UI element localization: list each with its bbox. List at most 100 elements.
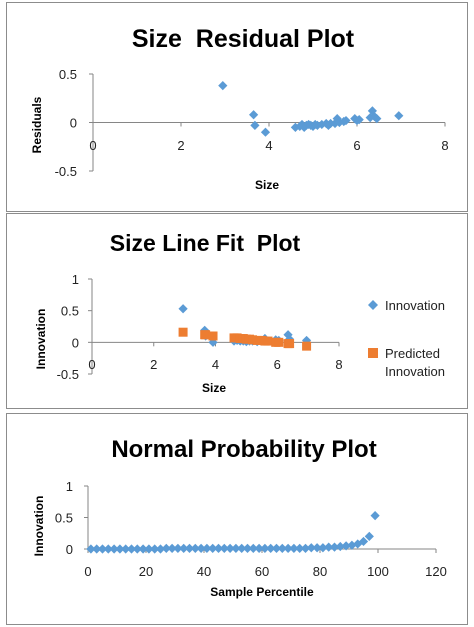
residual-point — [290, 122, 300, 132]
line-fit-plot-ylabel: Innovation — [34, 309, 48, 370]
line-fit-point-predicted — [274, 337, 284, 347]
residual-x-tick-label: 2 — [177, 138, 184, 153]
normal-probability-point — [138, 544, 148, 554]
normal-probability-point — [109, 544, 119, 554]
line-fit-y-tick-label: 0 — [72, 335, 79, 350]
residual-plot-svg: Size Residual Plot Size Residuals 0 2 4 6 80… — [30, 25, 449, 192]
legend-predicted-label-line1: Predicted — [385, 346, 440, 361]
normal-probability-plot-panel: Normal Probability Plot Sample Percentil… — [6, 413, 468, 625]
normal-probability-point — [370, 511, 380, 521]
line-fit-y-tick-label: 0.5 — [61, 304, 79, 319]
normal-probability-point — [86, 544, 96, 554]
residual-x-tick-label: 4 — [265, 138, 272, 153]
normal-probability-point — [283, 543, 293, 553]
normal-probability-point — [184, 543, 195, 553]
residual-point — [367, 106, 377, 116]
line-fit-x-tick-label: 6 — [274, 357, 281, 372]
normal-probability-y-tick-label: 0 — [66, 542, 73, 557]
line-fit-point-predicted — [248, 335, 258, 345]
line-fit-point — [283, 330, 293, 340]
normal-probability-y-tick-label: 0.5 — [55, 511, 73, 526]
residual-point — [317, 119, 327, 130]
normal-probability-point — [121, 544, 131, 554]
normal-probability-point — [237, 543, 247, 553]
line-fit-point-predicted — [201, 330, 211, 340]
line-fit-point-predicted — [178, 327, 188, 337]
normal-probability-plot-ylabel: Innovation — [32, 496, 46, 557]
line-fit-plot-xlabel: Size — [202, 381, 226, 395]
line-fit-y-tick-label: 1 — [72, 272, 79, 287]
line-fit-y-tick-label: -0.5 — [57, 367, 79, 382]
residual-point — [218, 81, 228, 91]
residual-point — [312, 120, 322, 131]
normal-probability-x-tick-label: 40 — [197, 564, 211, 579]
normal-probability-point — [202, 543, 212, 553]
normal-probability-point — [312, 543, 322, 553]
residual-y-tick-label: 0 — [70, 116, 77, 131]
line-fit-point-predicted — [285, 339, 295, 349]
normal-probability-plot-svg: Normal Probability Plot Sample Percentil… — [32, 436, 447, 599]
residual-y-tick-label: 0.5 — [59, 67, 77, 82]
residual-point — [372, 114, 382, 124]
residual-plot-ylabel: Residuals — [30, 96, 44, 153]
line-fit-point-predicted — [208, 331, 218, 341]
normal-probability-point — [173, 543, 183, 553]
normal-probability-point — [219, 543, 229, 553]
normal-probability-point — [271, 543, 282, 553]
normal-probability-point — [132, 544, 142, 554]
normal-probability-x-tick-label: 20 — [139, 564, 153, 579]
normal-probability-point — [347, 540, 357, 550]
line-fit-plot-svg: Size Line Fit Plot Size Innovation Innov… — [34, 230, 445, 395]
normal-probability-point — [103, 544, 113, 554]
normal-probability-point — [266, 543, 276, 553]
normal-probability-point — [97, 544, 108, 554]
normal-probability-point — [213, 543, 224, 553]
normal-probability-point — [179, 543, 189, 553]
normal-probability-point — [306, 543, 316, 553]
normal-probability-point — [115, 544, 125, 554]
normal-probability-point — [92, 544, 102, 554]
residual-point — [394, 111, 404, 121]
line-fit-point-predicted — [302, 341, 312, 351]
normal-probability-plot-title: Normal Probability Plot — [111, 436, 376, 463]
residual-point — [341, 115, 351, 126]
normal-probability-x-tick-label: 60 — [255, 564, 269, 579]
line-fit-point — [178, 304, 188, 314]
residual-axes: 0 2 4 6 8 0.5 0 -0.5 — [55, 67, 449, 179]
line-fit-point-predicted — [252, 335, 262, 345]
residual-point — [334, 117, 344, 128]
normal-probability-y-tick-label: 1 — [66, 479, 73, 494]
line-fit-x-tick-label: 0 — [88, 357, 95, 372]
normal-probability-series-0 — [86, 511, 380, 554]
residual-plot-title: Size Residual Plot — [132, 25, 355, 53]
line-fit-legend: Innovation Predicted Innovation — [368, 298, 445, 379]
normal-probability-point — [225, 543, 235, 553]
line-fit-x-tick-label: 2 — [150, 357, 157, 372]
normal-probability-point — [208, 543, 218, 553]
normal-probability-point — [300, 543, 311, 553]
residual-point — [260, 127, 271, 137]
normal-probability-point — [242, 543, 253, 553]
normal-probability-point — [161, 543, 171, 553]
normal-probability-point — [358, 536, 369, 547]
normal-probability-point — [190, 543, 200, 553]
line-fit-x-tick-label: 4 — [212, 357, 219, 372]
normal-probability-point — [231, 543, 241, 553]
residual-point — [249, 110, 259, 120]
normal-probability-point — [150, 544, 160, 554]
normal-probability-point — [341, 541, 351, 551]
legend-innovation-label: Innovation — [385, 298, 445, 313]
residual-point — [354, 114, 364, 125]
line-fit-series-predicted — [178, 327, 312, 351]
normal-probability-point — [155, 544, 166, 554]
normal-probability-axes: 0 20 40 60 80 100 120 1 0.5 0 — [55, 479, 447, 579]
residual-plot-xlabel: Size — [255, 178, 279, 192]
residual-series-0 — [218, 81, 404, 137]
normal-probability-plot-xlabel: Sample Percentile — [210, 585, 314, 599]
residual-x-tick-label: 8 — [441, 138, 448, 153]
residual-y-tick-label: -0.5 — [55, 164, 77, 179]
normal-probability-point — [318, 543, 328, 553]
normal-probability-point — [167, 543, 177, 553]
line-fit-plot-panel: Size Line Fit Plot Size Innovation Innov… — [6, 213, 468, 409]
